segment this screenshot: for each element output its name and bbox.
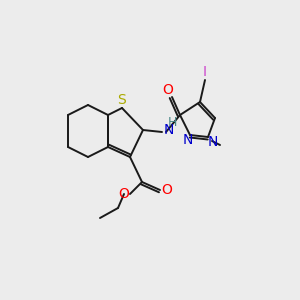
Text: N: N: [164, 123, 174, 137]
Text: N: N: [208, 135, 218, 149]
Text: S: S: [118, 93, 126, 107]
Text: I: I: [203, 65, 207, 79]
Text: O: O: [162, 183, 172, 197]
Text: H: H: [167, 116, 177, 128]
Text: O: O: [163, 83, 173, 97]
Text: N: N: [183, 133, 193, 147]
Text: O: O: [118, 187, 129, 201]
